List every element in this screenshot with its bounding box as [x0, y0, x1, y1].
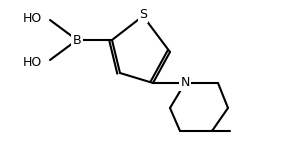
Text: HO: HO: [23, 56, 42, 68]
Text: B: B: [73, 34, 81, 46]
Text: N: N: [180, 77, 190, 89]
Text: S: S: [139, 9, 147, 21]
Text: HO: HO: [23, 12, 42, 25]
